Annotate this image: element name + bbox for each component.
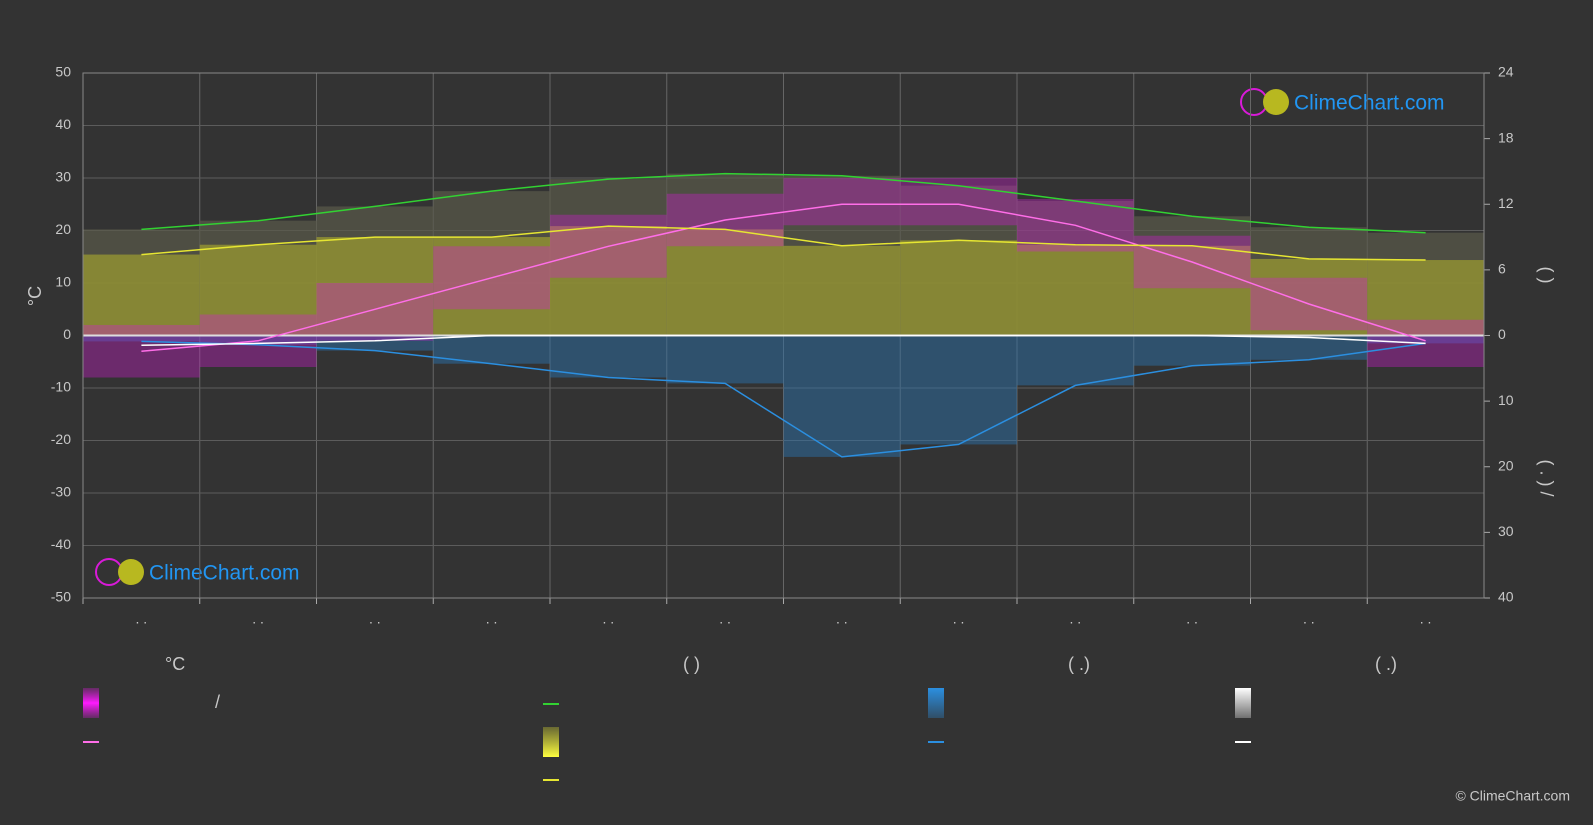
x-tick-label: . . [1420, 611, 1432, 627]
sunshine-bar [550, 226, 667, 336]
temp-range-bar [83, 325, 200, 378]
rain-tick-label: 30 [1498, 523, 1514, 539]
rain-axis-label: ( . ) / [1536, 460, 1556, 497]
y-tick-label: -30 [51, 484, 71, 500]
rain-bar [1367, 335, 1484, 344]
series-line [141, 203, 1426, 353]
y-tick-label: 20 [55, 221, 71, 237]
rain-bar [783, 335, 901, 457]
y-tick-label: -10 [51, 379, 71, 395]
logo-sun [118, 559, 144, 585]
series-line [141, 340, 1426, 458]
series-line [141, 334, 1426, 347]
logo-text: ClimeChart.com [1294, 92, 1445, 115]
sunshine-bar [666, 229, 784, 336]
legend-swatch [928, 741, 944, 743]
temp-range-bar [1367, 319, 1484, 367]
logo-text: ClimeChart.com [149, 562, 300, 585]
y-tick-label: 10 [55, 274, 71, 290]
logo-bottom: ClimeChart.com [95, 558, 300, 586]
sunshine-bar [83, 254, 200, 336]
rain-tick-label: 20 [1498, 457, 1514, 473]
legend-swatch [83, 688, 99, 718]
y-tick-label: -20 [51, 431, 71, 447]
sun-tick-label: 6 [1498, 261, 1506, 277]
x-tick-label: . . [603, 611, 615, 627]
sunshine-bar [1017, 244, 1134, 336]
x-tick-label: . . [252, 611, 264, 627]
sunshine-bar [900, 240, 1017, 336]
x-tick-label: . . [719, 611, 731, 627]
legend-title: ( .) [1068, 654, 1090, 674]
series-line [141, 172, 1426, 234]
sunshine-bar [199, 244, 317, 336]
y-tick-label: -40 [51, 536, 71, 552]
legend-swatch [543, 727, 559, 757]
rain-tick-label: 0 [1498, 326, 1506, 342]
sun-axis-label: ( ) [1536, 267, 1556, 284]
legend-swatch [928, 688, 944, 718]
legend-swatch [1235, 741, 1251, 743]
rain-tick-label: 40 [1498, 589, 1514, 605]
y-tick-label: 0 [63, 326, 71, 342]
temp-range-bar [783, 178, 901, 226]
y-tick-label: 40 [55, 116, 71, 132]
x-tick-label: . . [836, 611, 848, 627]
legend-item: / [215, 692, 220, 712]
x-tick-label: . . [1186, 611, 1198, 627]
plot-frame [82, 72, 1485, 599]
y-tick-label: 50 [55, 64, 71, 80]
sunshine-bar [1250, 258, 1368, 336]
legend-swatch [543, 779, 559, 781]
x-tick-label: . . [1070, 611, 1082, 627]
sunshine-bar [783, 245, 901, 336]
sunshine-bar [1367, 260, 1484, 336]
rain-tick-label: 10 [1498, 392, 1514, 408]
x-tick-label: . . [953, 611, 965, 627]
x-tick-label: . . [136, 611, 148, 627]
logo-sun [1263, 89, 1289, 115]
legend-swatch [543, 703, 559, 705]
rain-bar [1017, 335, 1134, 386]
x-tick-label: . . [1303, 611, 1315, 627]
y-tick-label: 30 [55, 169, 71, 185]
logo-top: ClimeChart.com [1240, 88, 1445, 116]
legend-title: °C [165, 654, 185, 674]
sunshine-bar [1133, 245, 1251, 336]
rain-bar [550, 335, 667, 378]
sun-tick-label: 24 [1498, 64, 1514, 80]
sunshine-bar [433, 237, 550, 336]
sun-tick-label: 12 [1498, 195, 1514, 211]
sun-tick-label: 18 [1498, 129, 1514, 145]
plot: -50 -40 -30 -20 -10 0 10 20 30 40 50 6 12 18 24 0 10 20 30… [51, 64, 1514, 781]
legend-title: ( ) [683, 654, 700, 674]
y-axis-label: °C [25, 286, 45, 306]
legend-swatch [83, 741, 99, 743]
rain-bar [666, 335, 784, 384]
temp-range-bar [316, 283, 434, 341]
legend-title: ( .) [1375, 654, 1397, 674]
x-tick-label: . . [486, 611, 498, 627]
x-tick-label: . . [369, 611, 381, 627]
copyright: © ClimeChart.com [1455, 788, 1570, 804]
legend-swatch [1235, 688, 1251, 718]
rain-bar [1133, 335, 1251, 366]
y-tick-label: -50 [51, 589, 71, 605]
rain-bar [83, 335, 200, 342]
series-line [141, 225, 1426, 261]
rain-bar [900, 335, 1017, 445]
